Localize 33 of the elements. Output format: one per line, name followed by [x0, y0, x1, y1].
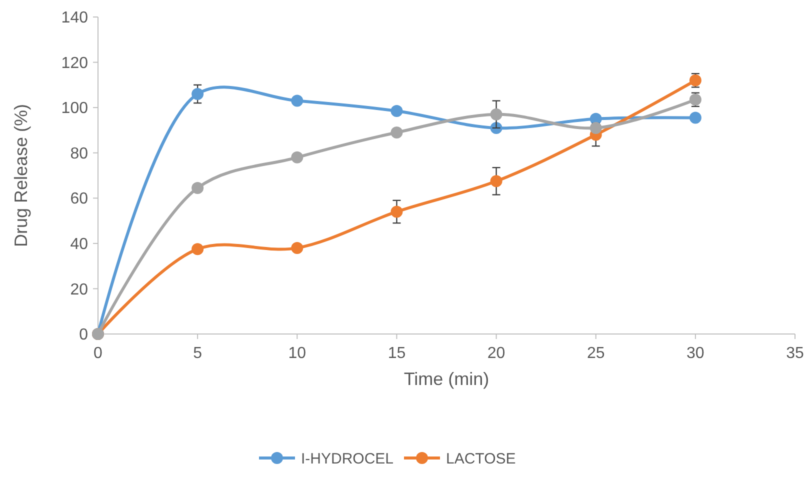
x-tick-label: 20 — [487, 345, 506, 362]
point — [390, 206, 403, 218]
x-tick-label: 25 — [586, 345, 605, 362]
point — [192, 243, 204, 256]
point — [192, 88, 204, 100]
y-axis-title: Drug Release (%) — [11, 104, 31, 248]
y-tick-label: 0 — [79, 326, 88, 344]
point — [590, 122, 602, 134]
y-tick-label: 140 — [61, 10, 88, 27]
point — [192, 182, 204, 194]
y-tick-label: 40 — [70, 236, 88, 254]
y-tick-label: 100 — [61, 100, 88, 118]
point — [390, 126, 403, 138]
x-tick-label: 15 — [388, 345, 406, 362]
y-tick-label: 80 — [70, 145, 88, 162]
point — [490, 175, 502, 188]
point — [291, 94, 304, 107]
y-tick-label: 60 — [70, 190, 88, 208]
point — [291, 242, 304, 254]
legend-label: I-HYDROCEL — [301, 450, 394, 468]
point — [291, 151, 304, 164]
x-tick-label: 35 — [786, 345, 804, 362]
y-tick-label: 20 — [70, 281, 88, 298]
x-axis-title: Time (min) — [404, 369, 490, 389]
point — [390, 104, 403, 117]
x-tick-label: 5 — [193, 345, 202, 362]
x-tick-label: 30 — [686, 345, 704, 362]
legend-label: LACTOSE — [446, 450, 516, 468]
point — [490, 108, 502, 120]
y-tick-label: 120 — [61, 54, 88, 72]
x-tick-label: 10 — [288, 345, 306, 362]
x-tick-label: 0 — [94, 345, 103, 362]
point — [689, 112, 702, 124]
